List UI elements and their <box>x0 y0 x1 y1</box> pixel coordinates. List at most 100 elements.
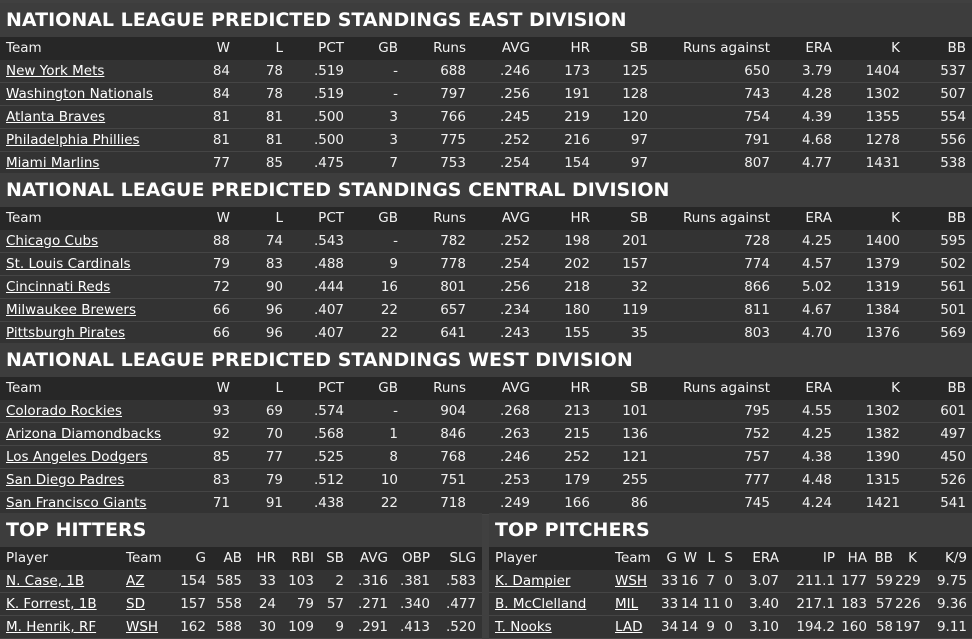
table-cell-gb: 3 <box>389 132 398 148</box>
table-cell-g: 33 <box>661 573 679 589</box>
table-cell-k: 226 <box>895 596 921 612</box>
table-cell-pct: .543 <box>313 233 344 249</box>
table-cell-sb: 255 <box>622 472 648 488</box>
table-cell-hr: 179 <box>564 472 590 488</box>
table-cell-gb: - <box>393 63 398 79</box>
table-cell-gb: 22 <box>380 495 398 511</box>
team-link[interactable]: Los Angeles Dodgers <box>6 449 148 465</box>
table-cell-w: 14 <box>681 619 699 635</box>
table-row: Atlanta Braves 81 81 .500 3 766 .245 219 120 754 4… <box>0 106 972 129</box>
team-abbr-link[interactable]: AZ <box>126 573 145 589</box>
table-cell-w: 66 <box>212 325 230 341</box>
player-link[interactable]: N. Case, 1B <box>6 573 85 589</box>
table-cell-sb: 101 <box>622 403 648 419</box>
table-row: Washington Nationals 84 78 .519 - 797 .256 191 1… <box>0 83 972 106</box>
table-cell-bb: 59 <box>875 573 893 589</box>
column-header-team: Team <box>615 550 651 566</box>
column-header-player: Player <box>6 550 49 566</box>
team-link[interactable]: Washington Nationals <box>6 86 153 102</box>
table-cell-pct: .525 <box>313 449 344 465</box>
table-cell-avg: .256 <box>499 86 530 102</box>
table-cell-l: 9 <box>706 619 715 635</box>
table-cell-era: 4.68 <box>801 132 832 148</box>
table-cell-era: 4.24 <box>801 495 832 511</box>
team-abbr-link[interactable]: WSH <box>126 619 159 635</box>
east-header-row: Team W L PCT GB Runs AVG HR SB Runs against ERA K BB <box>0 37 972 60</box>
table-cell-k: 1404 <box>865 63 900 79</box>
table-cell-l: 77 <box>265 449 283 465</box>
table-cell-pct: .519 <box>313 63 344 79</box>
table-cell-obp: .381 <box>399 573 430 589</box>
table-cell-hr: 218 <box>564 279 590 295</box>
team-abbr-link[interactable]: MIL <box>615 596 639 612</box>
table-cell-pct: .519 <box>313 86 344 102</box>
team-link[interactable]: St. Louis Cardinals <box>6 256 131 272</box>
team-link[interactable]: Chicago Cubs <box>6 233 99 249</box>
table-cell-g: 34 <box>661 619 679 635</box>
column-header-avg: AVG <box>501 210 530 226</box>
team-link[interactable]: San Francisco Giants <box>6 495 147 511</box>
team-abbr-link[interactable]: WSH <box>615 573 648 589</box>
table-cell-w: 14 <box>681 596 699 612</box>
team-abbr-link[interactable]: SD <box>126 596 145 612</box>
player-link[interactable]: M. Henrik, RF <box>6 619 97 635</box>
table-cell-sb: 2 <box>335 573 344 589</box>
column-header-g: G <box>195 550 206 566</box>
table-cell-k: 229 <box>895 573 921 589</box>
table-row: Milwaukee Brewers 66 96 .407 22 657 .234 180 119… <box>0 299 972 322</box>
column-header-k: K <box>891 40 900 56</box>
column-header-hr: HR <box>570 380 590 396</box>
column-header-gb: GB <box>378 40 398 56</box>
team-link[interactable]: Atlanta Braves <box>6 109 106 125</box>
table-cell-era: 4.39 <box>801 109 832 125</box>
central-header-row: Team W L PCT GB Runs AVG HR SB Runs against ERA K BB <box>0 207 972 230</box>
table-cell-era: 3.07 <box>748 573 779 589</box>
player-link[interactable]: T. Nooks <box>495 619 552 635</box>
column-header-sb: SB <box>630 40 648 56</box>
table-cell-obp: .340 <box>399 596 430 612</box>
table-cell-avg: .253 <box>499 472 530 488</box>
table-cell-era: 3.79 <box>801 63 832 79</box>
table-cell-runs-against: 807 <box>744 155 770 171</box>
column-header-avg: AVG <box>501 40 530 56</box>
team-link[interactable]: Miami Marlins <box>6 155 100 171</box>
table-cell-slg: .520 <box>445 619 476 635</box>
table-cell-hr: 191 <box>564 86 590 102</box>
team-link[interactable]: Milwaukee Brewers <box>6 302 137 318</box>
table-cell-k: 1382 <box>865 426 900 442</box>
table-cell-avg: .254 <box>499 256 530 272</box>
table-cell-w: 83 <box>212 472 230 488</box>
player-link[interactable]: K. Dampier <box>495 573 571 589</box>
table-cell-runs-against: 650 <box>744 63 770 79</box>
table-cell-player: K. Forrest, 1B <box>6 593 116 616</box>
player-link[interactable]: K. Forrest, 1B <box>6 596 97 612</box>
table-cell-pct: .407 <box>313 302 344 318</box>
column-header-avg: AVG <box>359 550 388 566</box>
pitchers-header-row: Player Team G W L S ERA IP HA BB K K/9 <box>489 547 972 570</box>
table-cell-l: 78 <box>265 86 283 102</box>
table-cell-gb: 9 <box>389 256 398 272</box>
table-row: Cincinnati Reds 72 90 .444 16 801 .256 218 32 866… <box>0 276 972 299</box>
table-row: Pittsburgh Pirates 66 96 .407 22 641 .243 155 35… <box>0 322 972 345</box>
team-link[interactable]: Cincinnati Reds <box>6 279 111 295</box>
team-abbr-link[interactable]: LAD <box>615 619 643 635</box>
table-cell-team: Los Angeles Dodgers <box>6 446 206 469</box>
team-link[interactable]: New York Mets <box>6 63 105 79</box>
team-link[interactable]: Pittsburgh Pirates <box>6 325 126 341</box>
team-link[interactable]: Arizona Diamondbacks <box>6 426 162 442</box>
table-cell-runs: 751 <box>440 472 466 488</box>
table-cell-runs-against: 752 <box>744 426 770 442</box>
table-cell-l: 70 <box>265 426 283 442</box>
table-cell-runs-against: 803 <box>744 325 770 341</box>
table-cell-hr: 252 <box>564 449 590 465</box>
team-link[interactable]: San Diego Padres <box>6 472 125 488</box>
column-header-ip: IP <box>822 550 835 566</box>
team-link[interactable]: Colorado Rockies <box>6 403 123 419</box>
table-cell-era: 5.02 <box>801 279 832 295</box>
player-link[interactable]: B. McClelland <box>495 596 587 612</box>
table-cell-era: 3.10 <box>748 619 779 635</box>
table-cell-runs-against: 728 <box>744 233 770 249</box>
team-link[interactable]: Philadelphia Phillies <box>6 132 140 148</box>
table-row: M. Henrik, RF WSH 162 588 30 109 9 .291 .413 .520 <box>0 616 482 639</box>
table-cell-k: 1390 <box>865 449 900 465</box>
